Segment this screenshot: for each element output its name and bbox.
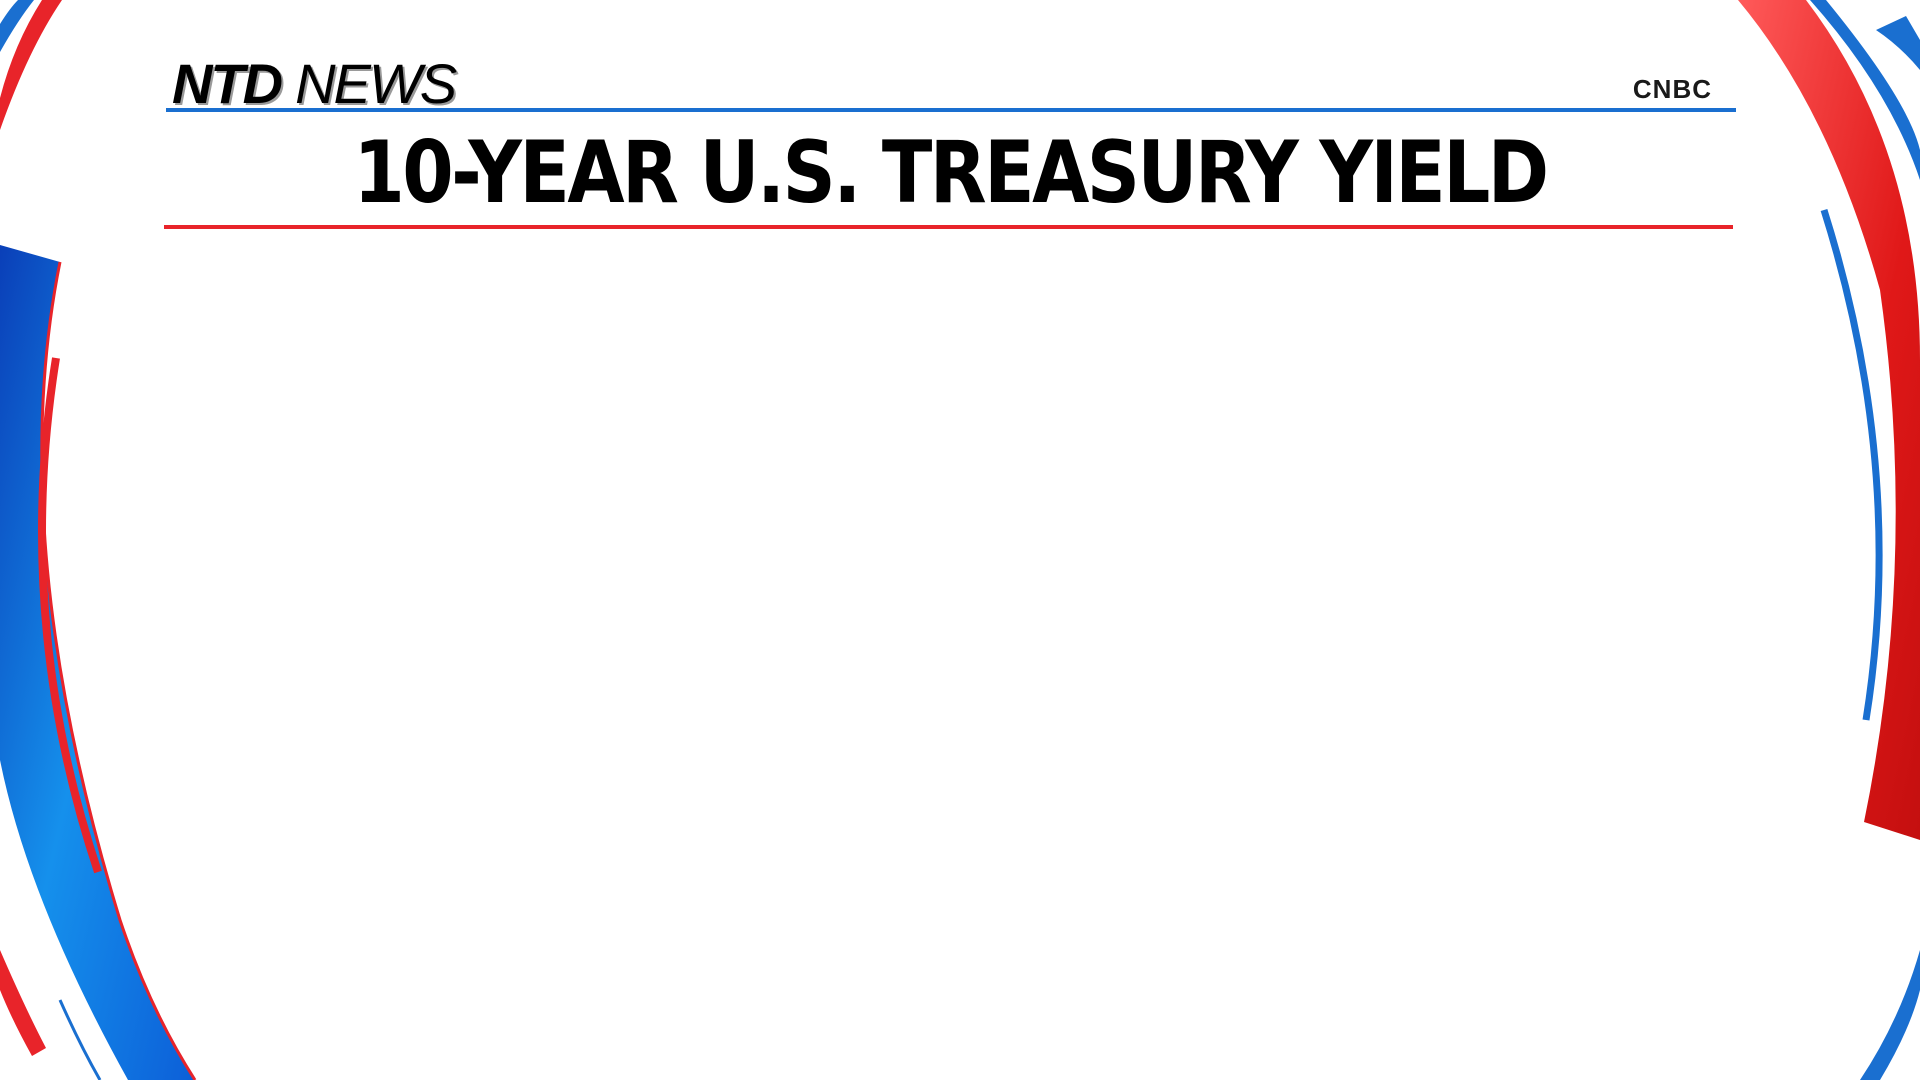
logo-ntd-text: NTD <box>172 56 281 112</box>
bottom-red-divider <box>164 225 1733 229</box>
logo-news-text: NEWS <box>295 56 455 112</box>
right-blue-corner-arc <box>1876 16 1920 70</box>
right-red-main-arc <box>1738 0 1920 840</box>
headline-title: 10-YEAR U.S. TREASURY YIELD <box>276 118 1624 228</box>
left-red-bottom-arc <box>0 950 46 1056</box>
left-blue-main-arc <box>0 245 195 1080</box>
right-blue-bottom-arc <box>1860 950 1920 1080</box>
source-credit: CNBC <box>1633 74 1712 104</box>
right-thin-blue-arc <box>1824 210 1879 720</box>
ntd-news-logo: NTD NEWS <box>172 52 455 112</box>
top-blue-divider <box>166 108 1736 112</box>
